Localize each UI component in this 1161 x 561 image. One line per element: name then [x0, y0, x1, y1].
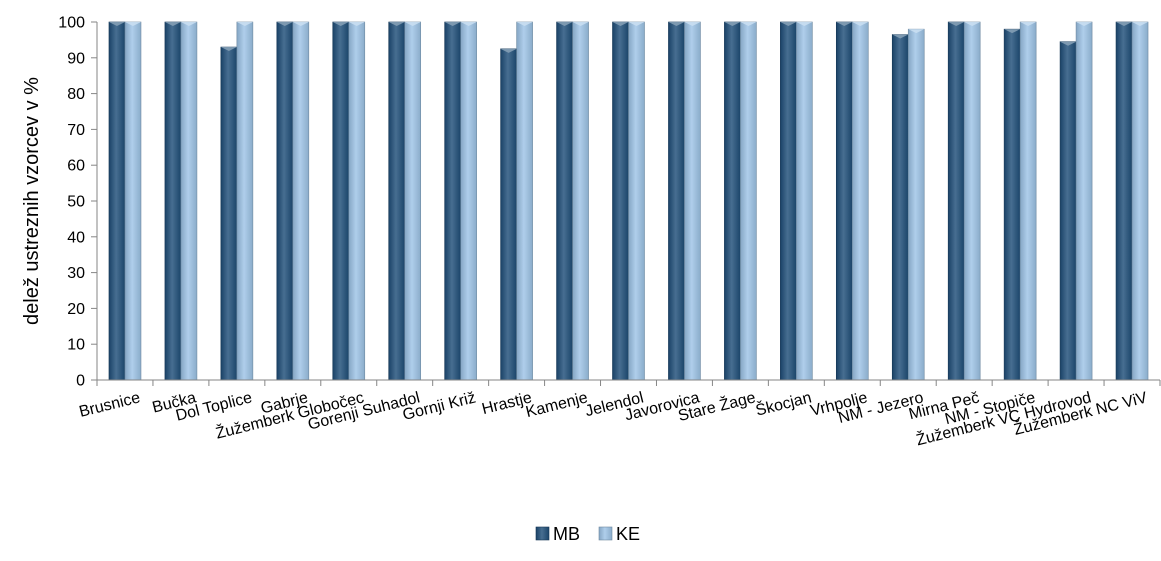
- bars: [108, 21, 1149, 381]
- y-tick-label: 100: [58, 15, 85, 32]
- bar-mb: [388, 21, 406, 381]
- bar-mb: [668, 21, 685, 381]
- bar-mb: [891, 34, 909, 381]
- bar-ke: [404, 21, 422, 381]
- x-tick-label: Škocjan: [753, 387, 813, 419]
- y-axis-title: delež ustreznih vzorcev v %: [21, 77, 43, 325]
- bar-ke: [851, 21, 869, 381]
- bar-mb: [612, 21, 629, 381]
- bar-mb: [835, 21, 853, 381]
- bar-mb: [1115, 21, 1133, 381]
- bar-ke: [1075, 21, 1093, 381]
- legend-label-ke: KE: [616, 524, 640, 544]
- bar-mb: [164, 21, 182, 381]
- legend: MB KE: [535, 524, 640, 544]
- bar-ke: [236, 21, 254, 381]
- bar-mb: [444, 21, 461, 381]
- y-tick-label: 70: [67, 122, 85, 139]
- bar-mb: [108, 21, 126, 381]
- bar-ke: [460, 21, 477, 381]
- bar-ke: [1019, 21, 1037, 381]
- y-tick-label: 90: [67, 50, 85, 67]
- bar-ke: [628, 21, 645, 381]
- bar-ke: [292, 21, 310, 381]
- y-tick-label: 30: [67, 265, 85, 282]
- y-tick-label: 50: [67, 194, 85, 211]
- bar-mb: [724, 21, 741, 381]
- legend-swatch-ke: [598, 526, 613, 541]
- bar-ke: [740, 21, 757, 381]
- bar-ke: [180, 21, 198, 381]
- bar-ke: [516, 21, 533, 381]
- y-tick-label: 0: [76, 373, 85, 390]
- bar-mb: [1003, 28, 1021, 381]
- bar-ke: [1131, 21, 1149, 381]
- y-tick-label: 40: [67, 229, 85, 246]
- bar-mb: [947, 21, 965, 381]
- y-tick-label: 10: [67, 337, 85, 354]
- x-tick-label: Kamenje: [524, 389, 589, 421]
- bar-mb: [500, 48, 517, 381]
- bar-mb: [332, 21, 350, 381]
- bar-ke: [963, 21, 981, 381]
- y-tick-label: 20: [67, 301, 85, 318]
- bar-ke: [684, 21, 701, 381]
- legend-label-mb: MB: [553, 524, 580, 544]
- legend-swatch-mb: [535, 526, 550, 541]
- bar-ke: [124, 21, 142, 381]
- x-tick-label: Brusnice: [77, 389, 142, 421]
- y-axis: 0 10 20 30 40 50 60 70 80 90 100: [58, 15, 98, 390]
- y-tick-label: 60: [67, 158, 85, 175]
- bar-mb: [556, 21, 573, 381]
- y-tick-label: 80: [67, 86, 85, 103]
- bar-mb: [1059, 41, 1077, 381]
- bar-mb: [276, 21, 294, 381]
- bar-ke: [796, 21, 813, 381]
- bar-ke: [348, 21, 366, 381]
- bar-ke: [572, 21, 589, 381]
- bar-mb: [780, 21, 797, 381]
- bar-mb: [220, 46, 238, 381]
- bar-ke: [907, 28, 925, 381]
